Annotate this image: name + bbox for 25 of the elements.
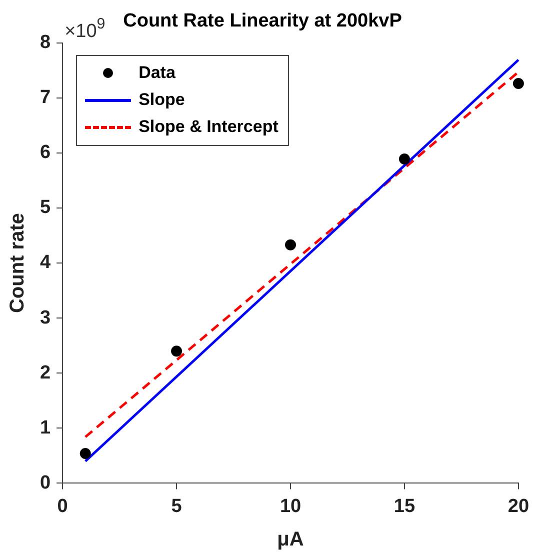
y-tick-label: 4 — [40, 252, 51, 274]
y-tick-label: 0 — [40, 472, 51, 494]
y-tick-label: 8 — [40, 32, 51, 54]
x-tick-label: 0 — [57, 496, 68, 517]
y-tick-label: 7 — [40, 87, 51, 108]
x-tick-label: 10 — [280, 496, 302, 517]
legend-label: Slope & Intercept — [138, 117, 278, 138]
x-tick-label: 15 — [394, 496, 416, 517]
y-tick-label: 3 — [40, 307, 51, 328]
point — [80, 448, 91, 459]
x-axis-title: μA — [277, 528, 304, 551]
legend-label: Slope — [138, 90, 185, 110]
x-tick-label: 5 — [171, 496, 182, 517]
point — [171, 346, 182, 357]
y-tick-label: 1 — [40, 417, 51, 438]
y-tick-label: 6 — [40, 142, 51, 164]
point — [285, 239, 296, 250]
point — [512, 78, 524, 90]
legend-label: Data — [138, 63, 176, 84]
y-tick-label: 2 — [40, 362, 51, 384]
point — [398, 153, 410, 164]
x-tick-label: 20 — [508, 496, 530, 517]
chart-title: Count Rate Linearity at 200kvP — [123, 10, 402, 32]
y-axis-title: Count rate — [6, 213, 29, 313]
y-tick-label: 5 — [40, 197, 51, 218]
